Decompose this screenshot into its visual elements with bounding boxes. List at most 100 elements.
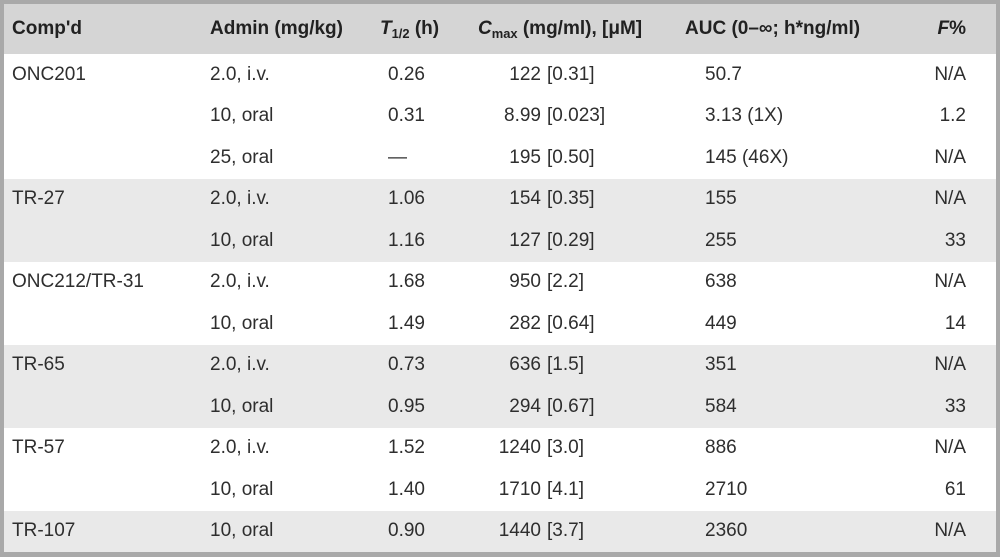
cell-compound: TR-65 [4, 344, 204, 386]
cell-compound: ONC201 [12, 63, 86, 85]
cell-auc: 255 [667, 220, 915, 262]
cell-half-life: 1.06 [376, 178, 469, 220]
cmax-micromolar-value: [1.5] [547, 354, 584, 376]
table-row: 10, oral 1.16 127 [0.29] 255 33 [4, 220, 996, 262]
cmax-value: 282 [509, 312, 541, 334]
cell-bioavailability: N/A [915, 344, 996, 386]
cell-auc: 449 [705, 312, 737, 334]
cell-compound: ONC212/TR-31 [12, 271, 144, 293]
cell-admin-dose: 25, oral [210, 146, 274, 168]
cmax-value: 636 [509, 354, 541, 376]
cell-cmax: 8.99 [0.023] [469, 96, 667, 138]
cell-admin-dose: 2.0, i.v. [210, 437, 270, 459]
table-row: ONC212/TR-31 2.0, i.v. 1.68 950 [2.2] 638… [4, 262, 996, 304]
cmax-micromolar-value: [0.67] [547, 395, 595, 417]
cell-admin-dose: 10, oral [204, 510, 376, 552]
cell-compound [4, 469, 204, 511]
table-body: ONC201 2.0, i.v. 0.26 122 [0.31] 50.7 N/A… [4, 54, 996, 552]
cell-cmax: 1440 [3.7] [469, 510, 667, 552]
cell-auc: 584 [667, 386, 915, 428]
cell-half-life: 1.49 [388, 312, 425, 334]
cell-half-life: 0.31 [388, 105, 425, 127]
cell-auc: 50.7 [705, 63, 742, 85]
cell-auc: 2710 [705, 478, 748, 500]
cmax-value: 195 [509, 146, 541, 168]
cmax-micromolar-value: [0.29] [547, 229, 595, 251]
half-life-symbol: T [380, 18, 392, 39]
cell-half-life: — [388, 146, 407, 168]
cmax-micromolar-value: [0.35] [547, 188, 595, 210]
cell-auc: 638 [705, 271, 737, 293]
cell-auc: 145 (46X) [705, 146, 789, 168]
cell-compound [4, 96, 204, 138]
cell-admin-dose: 2.0, i.v. [204, 344, 376, 386]
cell-cmax: 636 [1.5] [469, 344, 667, 386]
header-auc: AUC (0–∞; h*ng/ml) [667, 4, 915, 54]
cell-bioavailability: 14 [944, 312, 966, 334]
cell-auc: 886 [705, 437, 737, 459]
cmax-micromolar-value: [0.31] [547, 63, 595, 85]
cmax-value: 1710 [498, 478, 541, 500]
cell-admin-dose: 2.0, i.v. [210, 271, 270, 293]
cell-bioavailability: N/A [934, 271, 966, 293]
cell-compound: TR-27 [4, 178, 204, 220]
cell-admin-dose: 10, oral [210, 478, 274, 500]
cmax-value: 950 [509, 271, 541, 293]
cmax-micromolar-value: [3.7] [547, 520, 584, 542]
table-row: 25, oral — 195 [0.50] 145 (46X) N/A [4, 137, 996, 179]
cell-bioavailability: 33 [915, 386, 996, 428]
table-row: 10, oral 0.31 8.99 [0.023] 3.13 (1X) 1.2 [4, 96, 996, 138]
cell-cmax: 154 [0.35] [469, 178, 667, 220]
table-row: TR-107 10, oral 0.90 1440 [3.7] 2360 N/A [4, 510, 996, 552]
cell-admin-dose: 10, oral [204, 220, 376, 262]
cmax-micromolar-value: [4.1] [547, 478, 584, 500]
cell-compound: TR-57 [12, 437, 65, 459]
cell-compound: TR-107 [4, 510, 204, 552]
cell-half-life: 0.95 [376, 386, 469, 428]
f-symbol: F [937, 18, 950, 39]
table-row: ONC201 2.0, i.v. 0.26 122 [0.31] 50.7 N/A [4, 54, 996, 96]
cmax-value: 154 [509, 188, 541, 210]
cell-bioavailability: 1.2 [939, 105, 966, 127]
cell-auc: 351 [667, 344, 915, 386]
cmax-value: 1240 [498, 437, 541, 459]
table-row: 10, oral 1.40 1710 [4.1] 2710 61 [4, 469, 996, 511]
header-half-life: T1/2 (h) [376, 4, 469, 54]
cell-compound [4, 386, 204, 428]
cell-auc: 155 [667, 178, 915, 220]
cell-admin-dose: 10, oral [204, 386, 376, 428]
table-row: TR-27 2.0, i.v. 1.06 154 [0.35] 155 N/A [4, 178, 996, 220]
cell-admin-dose: 2.0, i.v. [204, 178, 376, 220]
cell-cmax: 1240 [3.0] [469, 428, 667, 470]
cmax-value: 8.99 [504, 105, 541, 127]
table-row: TR-65 2.0, i.v. 0.73 636 [1.5] 351 N/A [4, 344, 996, 386]
cmax-value: 294 [509, 395, 541, 417]
cell-cmax: 127 [0.29] [469, 220, 667, 262]
cell-half-life: 1.16 [376, 220, 469, 262]
cmax-units: (mg/ml), [μM] [517, 18, 643, 39]
cell-admin-dose: 2.0, i.v. [210, 63, 270, 85]
half-life-unit: (h) [409, 18, 440, 39]
header-cmax: Cmax (mg/ml), [μM] [469, 4, 667, 54]
cell-auc: 3.13 (1X) [705, 105, 784, 127]
cmax-symbol: C [478, 18, 492, 39]
cell-cmax: 195 [0.50] [469, 137, 667, 179]
header-compound: Comp'd [4, 4, 204, 54]
cell-admin-dose: 10, oral [210, 105, 274, 127]
cmax-micromolar-value: [0.023] [547, 105, 606, 127]
cell-half-life: 1.40 [388, 478, 425, 500]
cell-bioavailability: N/A [934, 437, 966, 459]
cell-cmax: 282 [0.64] [469, 303, 667, 345]
cell-admin-dose: 10, oral [210, 312, 274, 334]
cmax-micromolar-value: [0.64] [547, 312, 595, 334]
cmax-micromolar-value: [0.50] [547, 146, 595, 168]
header-row: Comp'd Admin (mg/kg) T1/2 (h) Cmax (mg/m… [4, 4, 996, 54]
cell-half-life: 1.52 [388, 437, 425, 459]
cmax-micromolar-value: [3.0] [547, 437, 584, 459]
cell-bioavailability: 33 [915, 220, 996, 262]
cell-bioavailability: N/A [934, 146, 966, 168]
cell-half-life: 0.90 [376, 510, 469, 552]
pharmacokinetics-table: Comp'd Admin (mg/kg) T1/2 (h) Cmax (mg/m… [4, 4, 996, 552]
cell-bioavailability: 61 [944, 478, 966, 500]
